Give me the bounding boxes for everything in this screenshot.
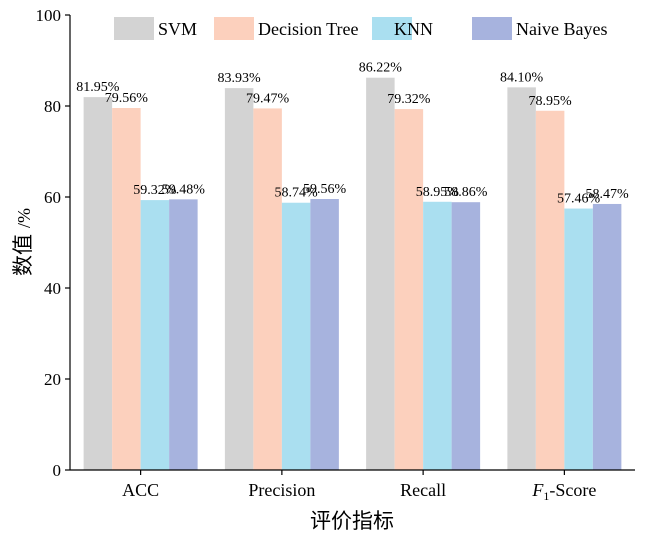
legend-label-decision-tree: Decision Tree xyxy=(258,19,359,39)
y-tick-label-0: 0 xyxy=(53,461,62,480)
bar-naive-bayes-acc xyxy=(169,199,198,470)
legend-label-naive-bayes: Naive Bayes xyxy=(516,19,607,39)
bar-knn-precision xyxy=(281,202,311,470)
y-tick-label-100: 100 xyxy=(36,6,62,25)
legend-swatch-knn xyxy=(372,17,412,40)
legend-item-knn: KNN xyxy=(372,17,433,40)
y-axis-title-unit: /% xyxy=(14,208,34,228)
bar-naive-bayes-precision xyxy=(310,199,339,470)
y-tick-label-20: 20 xyxy=(44,370,61,389)
x-tick-label-recall: Recall xyxy=(400,480,446,500)
bar-decision-tree-recall xyxy=(394,109,424,471)
axes-group xyxy=(69,15,635,471)
bar-naive-bayes-f1-score xyxy=(592,203,622,471)
bar-decision-tree-precision xyxy=(253,108,282,470)
legend-item-svm: SVM xyxy=(114,17,197,40)
data-label-decision-tree-f1-score: 78.95% xyxy=(529,94,573,109)
bar-decision-tree-f1-score xyxy=(535,110,565,470)
y-tick-label-60: 60 xyxy=(44,188,61,207)
data-label-svm-recall: 86.22% xyxy=(359,61,403,76)
data-label-decision-tree-acc: 79.56% xyxy=(105,91,149,106)
data-label-svm-f1-score: 84.10% xyxy=(500,70,544,85)
bar-naive-bayes-recall xyxy=(451,202,481,470)
x-tick-label-precision: Precision xyxy=(248,480,315,500)
data-labels-group: 81.95% 83.93% 86.22% 84.10% 79.56% 79.47% 79.3… xyxy=(76,61,629,207)
data-label-decision-tree-precision: 79.47% xyxy=(246,91,290,106)
bar-knn-acc xyxy=(140,200,170,470)
legend-swatch-svm xyxy=(114,17,154,40)
bar-svm-precision xyxy=(224,88,254,470)
bar-decision-tree-acc xyxy=(112,108,141,470)
bar-knn-recall xyxy=(423,201,452,470)
bar-svm-recall xyxy=(366,77,395,470)
data-label-naive-bayes-f1-score: 58.47% xyxy=(586,187,630,202)
data-label-knn-acc: 59.32% xyxy=(133,183,177,198)
data-label-decision-tree-recall: 79.32% xyxy=(387,92,431,107)
data-label-knn-precision: 58.74% xyxy=(275,186,319,201)
data-label-svm-acc: 81.95% xyxy=(76,80,120,95)
y-tick-label-40: 40 xyxy=(44,279,61,298)
bars-group xyxy=(83,77,622,471)
data-label-knn-recall: 58.95% xyxy=(416,185,460,200)
data-label-knn-f1-score: 57.46% xyxy=(557,192,601,207)
bar-svm-f1-score xyxy=(507,87,536,470)
data-label-svm-precision: 83.93% xyxy=(218,71,262,86)
bar-svm-acc xyxy=(83,97,113,470)
data-label-naive-bayes-precision: 59.56% xyxy=(303,182,347,197)
y-ticks-group: 0 20 40 60 80 100 xyxy=(36,6,70,480)
x-tick-label-acc: ACC xyxy=(122,480,159,500)
x-axis-title: 评价指标 xyxy=(310,509,394,533)
legend: SVM Decision Tree KNN Naive Bayes xyxy=(114,17,607,40)
legend-item-decision-tree: Decision Tree xyxy=(214,17,359,40)
y-tick-label-80: 80 xyxy=(44,97,61,116)
legend-label-svm: SVM xyxy=(158,19,197,39)
legend-item-naive-bayes: Naive Bayes xyxy=(472,17,607,40)
y-axis-title: 数值 /% xyxy=(11,208,35,276)
x-ticks-group: ACC Precision Recall F1-Score xyxy=(122,470,596,503)
legend-label-knn: KNN xyxy=(394,19,433,39)
legend-swatch-decision-tree xyxy=(214,17,254,40)
bar-knn-f1-score xyxy=(564,208,593,470)
data-label-naive-bayes-recall: 58.86% xyxy=(444,185,488,200)
y-axis-title-main: 数值 xyxy=(11,234,35,276)
x-tick-label-f1-score: F1-Score xyxy=(531,480,596,503)
data-label-naive-bayes-acc: 59.48% xyxy=(162,182,206,197)
legend-swatch-naive-bayes xyxy=(472,17,512,40)
